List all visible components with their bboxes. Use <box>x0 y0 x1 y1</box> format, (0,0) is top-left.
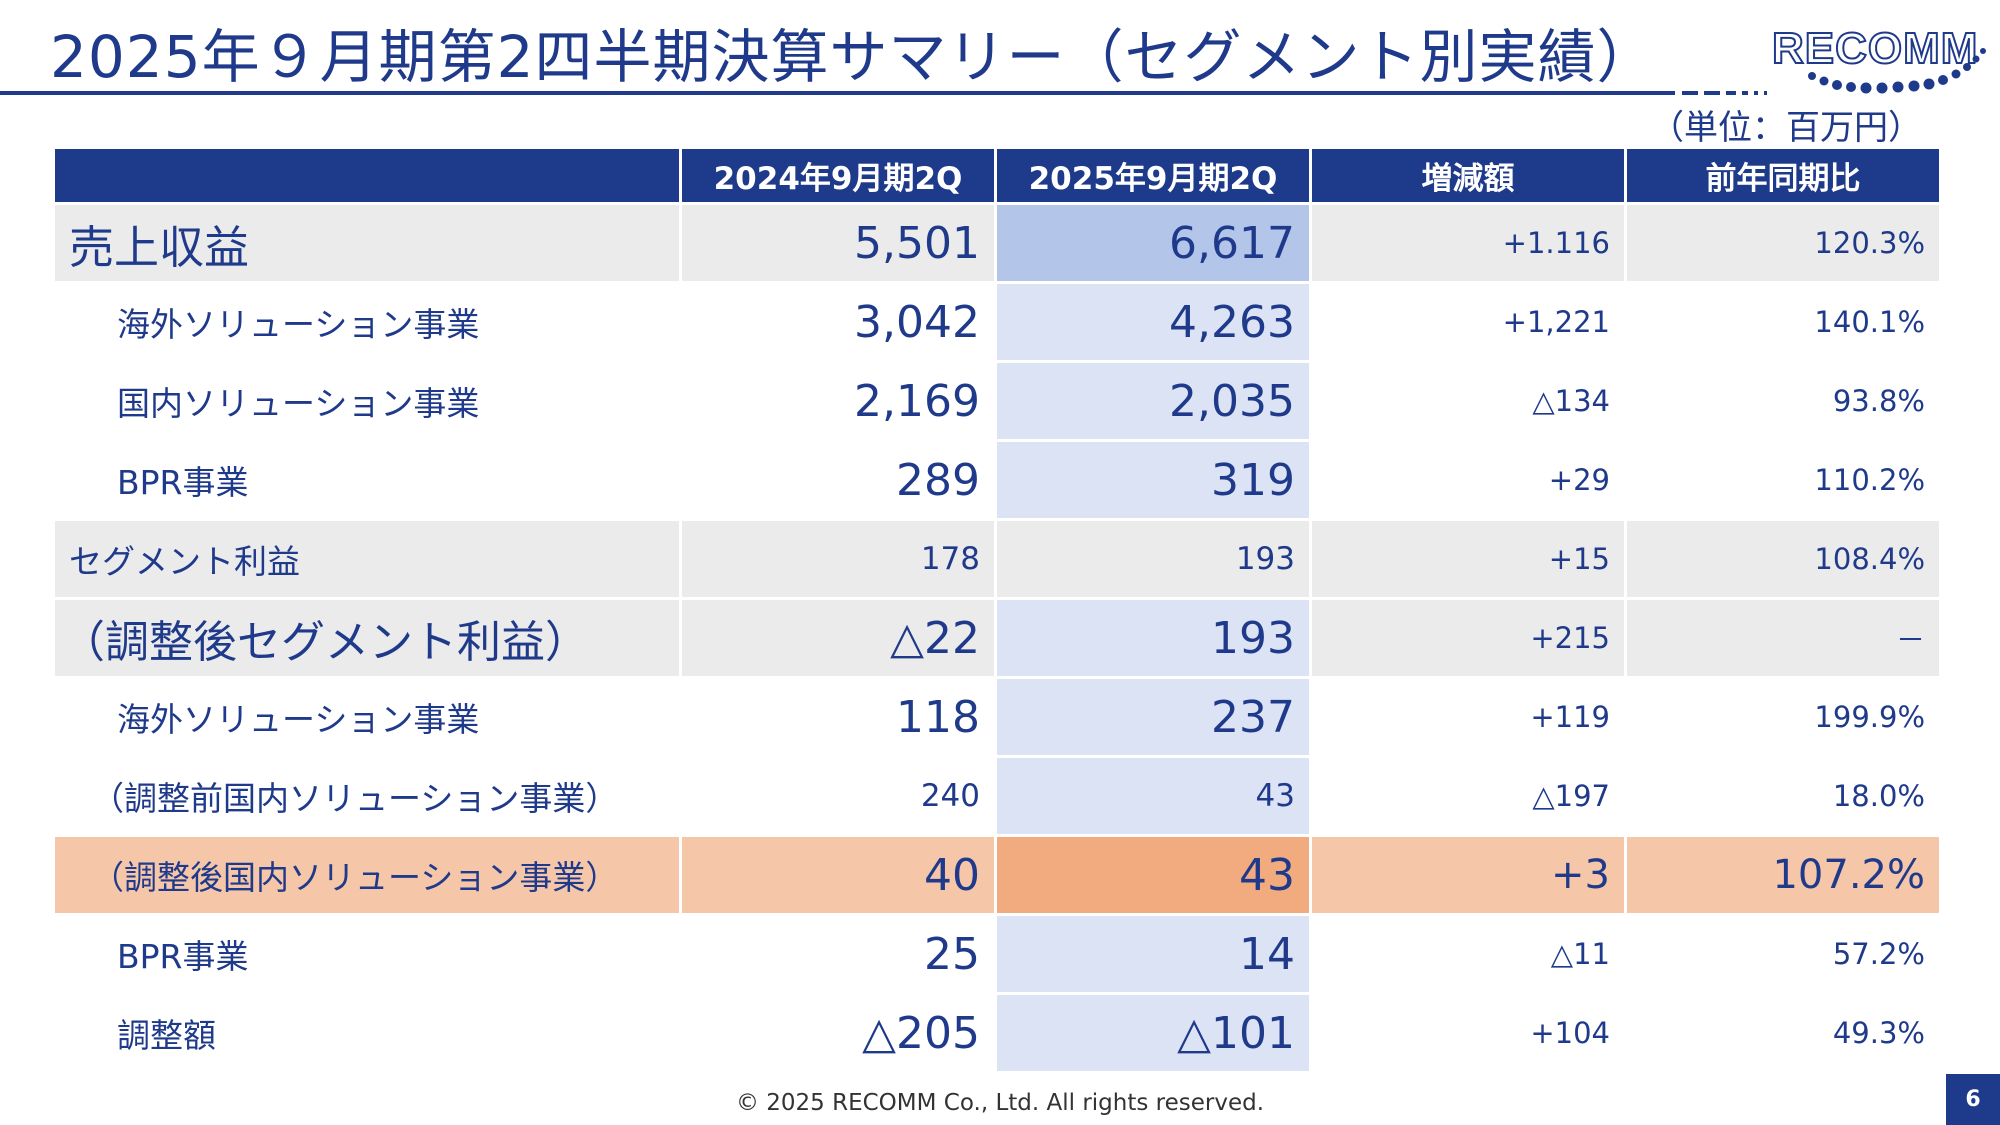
table-row: （調整後国内ソリューション事業） 40 43 +3 107.2% <box>55 837 1939 913</box>
recomm-logo: RECOMM <box>1771 23 1990 104</box>
prev-value: △22 <box>682 600 994 676</box>
prev-value: △205 <box>862 1007 980 1059</box>
curr-value: 2,035 <box>997 363 1309 439</box>
table-row: （調整後セグメント利益） △22 193 +215 － <box>55 600 1939 676</box>
table-row: セグメント利益 178 193 +15 108.4% <box>55 521 1939 597</box>
prev-value: 25 <box>924 928 980 980</box>
ratio-value: 18.0% <box>1832 779 1925 813</box>
prev-value: 240 <box>920 778 980 814</box>
row-label: （調整後セグメント利益） <box>55 600 679 676</box>
curr-value: 193 <box>997 521 1309 597</box>
ratio-value: － <box>1627 600 1939 676</box>
diff-value: +3 <box>1312 837 1624 913</box>
ratio-value: 49.3% <box>1832 1016 1925 1050</box>
table-row: （調整前国内ソリューション事業） 240 43 △197 18.0% <box>55 758 1939 834</box>
diff-value: △11 <box>1550 937 1610 971</box>
segment-summary-table: 2024年9月期2Q 2025年9月期2Q 増減額 前年同期比 売上収益 5,5… <box>52 146 1942 1074</box>
curr-value: 319 <box>997 442 1309 518</box>
header-diff: 増減額 <box>1312 149 1624 202</box>
curr-value: 237 <box>997 679 1309 755</box>
ratio-value: 107.2% <box>1627 837 1939 913</box>
unit-label: （単位：百万円） <box>1650 108 1922 148</box>
table-row: 売上収益 5,501 6,617 +1.116 120.3% <box>55 205 1939 281</box>
copyright-footer: © 2025 RECOMM Co., Ltd. All rights reser… <box>735 1090 1265 1116</box>
title-underline <box>0 91 1675 95</box>
ratio-value: 108.4% <box>1627 521 1939 597</box>
page-number: 6 <box>1946 1074 2000 1125</box>
logo-wordmark: RECOMM <box>1771 23 1979 74</box>
table-row: 海外ソリューション事業 3,042 4,263 +1,221 140.1% <box>55 284 1939 360</box>
diff-value: +1.116 <box>1312 205 1624 281</box>
prev-value: 3,042 <box>854 296 980 348</box>
title-rule-dash <box>1754 91 1758 95</box>
diff-value: △134 <box>1532 384 1610 418</box>
diff-value: +29 <box>1548 463 1610 497</box>
diff-value: +1,221 <box>1502 305 1610 339</box>
curr-value: 193 <box>997 600 1309 676</box>
diff-value: +215 <box>1312 600 1624 676</box>
prev-value: 118 <box>896 691 980 743</box>
title-rule-dash <box>1742 91 1748 95</box>
title-rule-dash <box>1764 91 1767 95</box>
ratio-value: 57.2% <box>1832 937 1925 971</box>
prev-value: 178 <box>682 521 994 597</box>
table-row: 調整額 △205 △101 +104 49.3% <box>55 995 1939 1071</box>
row-label: 海外ソリューション事業 <box>117 700 480 739</box>
row-label: 海外ソリューション事業 <box>117 305 480 344</box>
header-label-col <box>55 149 679 202</box>
table-row: BPR事業 25 14 △11 57.2% <box>55 916 1939 992</box>
row-label: 売上収益 <box>55 205 679 281</box>
curr-value: 4,263 <box>997 284 1309 360</box>
prev-value: 40 <box>682 837 994 913</box>
logo-dots-icon <box>1808 48 1986 94</box>
header-ratio: 前年同期比 <box>1627 149 1939 202</box>
ratio-value: 110.2% <box>1814 463 1925 497</box>
diff-value: +119 <box>1530 700 1610 734</box>
diff-value: +15 <box>1312 521 1624 597</box>
ratio-value: 199.9% <box>1814 700 1925 734</box>
prev-value: 5,501 <box>682 205 994 281</box>
title-rule-dash <box>1726 91 1736 95</box>
curr-value: 43 <box>997 758 1309 834</box>
header-prev-period: 2024年9月期2Q <box>682 149 994 202</box>
title-rule-dash <box>1682 91 1698 95</box>
table-row: 国内ソリューション事業 2,169 2,035 △134 93.8% <box>55 363 1939 439</box>
ratio-value: 93.8% <box>1832 384 1925 418</box>
diff-value: +104 <box>1530 1016 1610 1050</box>
curr-value: △101 <box>997 995 1309 1071</box>
ratio-value: 120.3% <box>1627 205 1939 281</box>
ratio-value: 140.1% <box>1814 305 1925 339</box>
diff-value: △197 <box>1532 779 1610 813</box>
row-label: （調整後国内ソリューション事業） <box>55 837 679 913</box>
header-curr-period: 2025年9月期2Q <box>997 149 1309 202</box>
prev-value: 289 <box>896 454 980 506</box>
table-header-row: 2024年9月期2Q 2025年9月期2Q 増減額 前年同期比 <box>55 149 1939 202</box>
title-rule-dash <box>1704 91 1720 95</box>
curr-value: 14 <box>997 916 1309 992</box>
row-label: BPR事業 <box>117 463 249 502</box>
curr-value: 6,617 <box>997 205 1309 281</box>
table-row: BPR事業 289 319 +29 110.2% <box>55 442 1939 518</box>
table-row: 海外ソリューション事業 118 237 +119 199.9% <box>55 679 1939 755</box>
row-label: 国内ソリューション事業 <box>117 384 480 423</box>
row-label: 調整額 <box>117 1016 216 1055</box>
row-label: （調整前国内ソリューション事業） <box>91 779 619 818</box>
row-label: BPR事業 <box>117 937 249 976</box>
row-label: セグメント利益 <box>55 521 679 597</box>
prev-value: 2,169 <box>854 375 980 427</box>
page-title: 2025年９月期第2四半期決算サマリー（セグメント別実績） <box>50 23 1656 91</box>
curr-value: 43 <box>997 837 1309 913</box>
